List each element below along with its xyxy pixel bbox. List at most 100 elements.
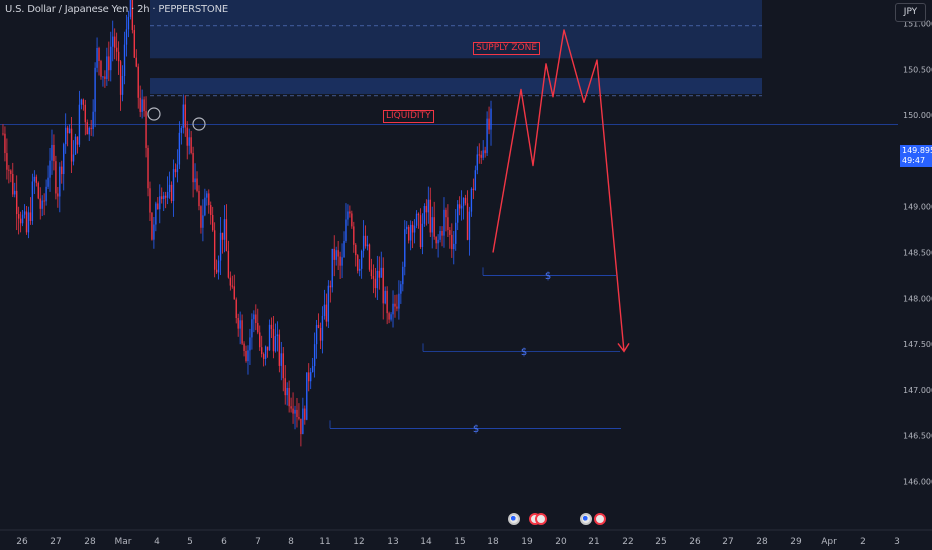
symbol-title[interactable]: U.S. Dollar / Japanese Yen · 2h · PEPPER… xyxy=(5,4,228,15)
candle-body xyxy=(464,197,467,204)
candle-body xyxy=(45,186,47,202)
candle-body xyxy=(433,217,435,237)
candle-body xyxy=(123,44,126,76)
candle-body xyxy=(457,204,459,223)
candle-body xyxy=(484,150,486,154)
candle-body xyxy=(362,235,365,251)
candle-body xyxy=(176,164,179,173)
candle-body xyxy=(98,47,100,62)
candle-body xyxy=(206,193,208,198)
candle-body xyxy=(335,250,337,260)
candle-body xyxy=(359,268,361,271)
candle-body xyxy=(480,154,482,158)
candle-body xyxy=(302,408,304,435)
candle-body xyxy=(296,409,298,417)
candle-body xyxy=(168,184,171,192)
x-tick-label: 2 xyxy=(860,537,866,547)
current-price-tag: 149.895 49:47 xyxy=(900,145,932,167)
candle-body xyxy=(39,198,41,209)
candle-body xyxy=(155,203,157,225)
candle-body xyxy=(29,212,32,221)
candle-body xyxy=(188,137,190,146)
current-price-value: 149.895 xyxy=(902,146,932,155)
candle-body xyxy=(447,217,449,231)
candle-body xyxy=(25,211,28,233)
x-tick-label: 28 xyxy=(84,537,96,547)
candle-body xyxy=(406,226,408,230)
candle-body xyxy=(249,337,251,351)
candle-body xyxy=(153,224,155,240)
candle-body xyxy=(233,286,235,300)
candle-body xyxy=(6,153,8,170)
candle-body xyxy=(366,244,369,247)
candle-body xyxy=(151,212,153,240)
candle-body xyxy=(402,266,404,285)
x-tick-label: 28 xyxy=(756,537,768,547)
candle-body xyxy=(82,99,85,105)
candle-body xyxy=(180,127,183,133)
candle-body xyxy=(398,293,400,309)
candle-body xyxy=(35,176,37,183)
candle-body xyxy=(331,248,333,288)
candle-body xyxy=(382,267,384,304)
event-icon-jp[interactable] xyxy=(535,513,547,525)
candle-body xyxy=(4,133,6,154)
candle-body xyxy=(468,211,471,240)
candle-body xyxy=(119,61,122,95)
x-tick-label: 25 xyxy=(655,537,666,547)
candle-body xyxy=(353,226,355,245)
event-icon-us[interactable] xyxy=(580,513,592,525)
x-tick-label: 11 xyxy=(319,537,330,547)
candle-body xyxy=(261,347,263,355)
event-icon-us[interactable] xyxy=(508,513,520,525)
candle-body xyxy=(355,244,357,256)
candle-body xyxy=(247,350,249,362)
candle-body xyxy=(308,372,310,382)
candle-body xyxy=(280,353,282,366)
supply-zone-label[interactable]: SUPPLY ZONE xyxy=(473,42,541,55)
candle-body xyxy=(417,213,420,216)
candle-body xyxy=(411,224,414,233)
liquidity-touch-circle xyxy=(192,117,206,131)
candle-body xyxy=(490,108,492,130)
candle-body xyxy=(182,104,184,128)
candle-body xyxy=(339,256,341,266)
candle-body xyxy=(196,178,198,191)
candle-body xyxy=(14,190,16,195)
candle-body xyxy=(143,99,145,112)
candle-body xyxy=(186,127,188,146)
candle-body xyxy=(288,387,290,407)
candle-body xyxy=(198,190,200,207)
target-marker: $ xyxy=(521,347,527,358)
x-tick-label: 26 xyxy=(16,537,28,547)
candle-body xyxy=(370,269,373,277)
candle-body xyxy=(319,328,322,341)
candle-body xyxy=(380,267,382,278)
candle-body xyxy=(221,232,224,240)
candle-body xyxy=(372,276,375,279)
candle-body xyxy=(170,184,173,202)
event-icon-jp[interactable] xyxy=(594,513,606,525)
candle-body xyxy=(413,225,416,233)
liquidity-label[interactable]: LIQUIDITY xyxy=(383,110,434,123)
candle-body xyxy=(184,104,186,128)
candle-body xyxy=(266,346,269,351)
x-tick-label: 14 xyxy=(420,537,432,547)
candle-body xyxy=(37,182,39,199)
candle-body xyxy=(231,285,233,287)
candle-body xyxy=(327,285,330,322)
candle-body xyxy=(251,319,253,338)
candle-body xyxy=(253,314,255,320)
candle-body xyxy=(474,170,477,191)
candle-body xyxy=(351,213,353,227)
candle-body xyxy=(488,118,490,130)
candle-body xyxy=(415,213,418,226)
currency-button[interactable]: JPY xyxy=(895,3,926,22)
candle-body xyxy=(149,188,151,213)
candle-body xyxy=(270,324,273,329)
candle-body xyxy=(357,255,359,271)
x-tick-label: 12 xyxy=(353,537,364,547)
candle-body xyxy=(229,277,232,286)
